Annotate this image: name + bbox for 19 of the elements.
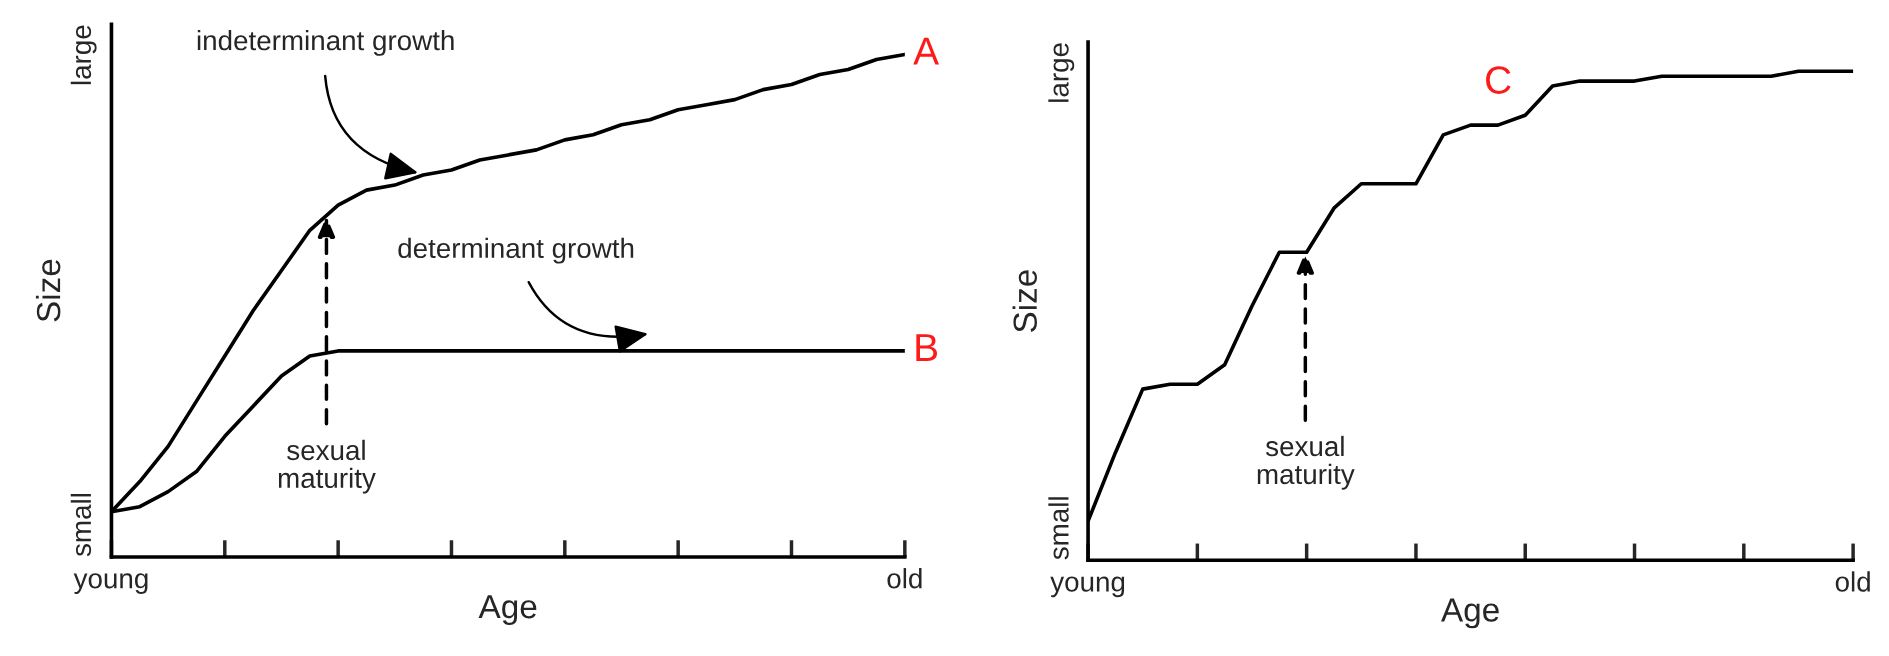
text: large	[70, 25, 97, 85]
annotation: indeterminant growth	[197, 29, 454, 56]
series-label: A	[913, 37, 940, 65]
y-axis-title: Size	[35, 259, 61, 322]
x-axis-title: Age	[1441, 598, 1499, 629]
series-label: B	[916, 334, 938, 361]
annotation: determinant growth	[398, 237, 634, 264]
annotation: sexual maturity	[278, 439, 376, 494]
text: small	[70, 493, 92, 557]
x-tick-label: young	[1050, 576, 1125, 598]
x-tick-label: old	[1835, 571, 1870, 592]
text: large	[1048, 43, 1075, 102]
annotation: sexual maturity	[1257, 435, 1355, 490]
text: small	[1048, 497, 1069, 560]
x-axis-title: Age	[478, 595, 537, 626]
series-label: C	[1486, 66, 1511, 94]
x-tick-label: old	[887, 568, 922, 589]
x-tick-label: young	[73, 573, 148, 594]
y-axis-title: Size	[1012, 270, 1038, 333]
